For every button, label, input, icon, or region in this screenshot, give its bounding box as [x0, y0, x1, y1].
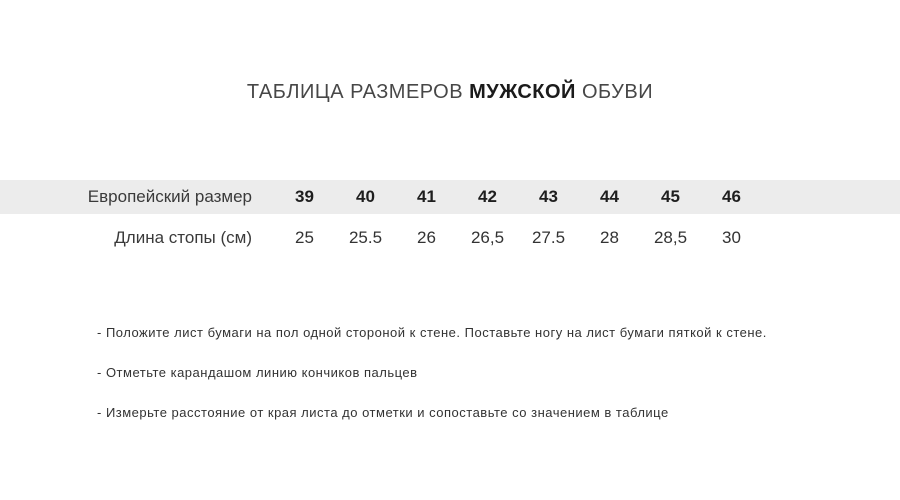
eu-size-row-label: Европейский размер	[0, 180, 274, 214]
row-filler	[762, 180, 900, 214]
foot-length-cell: 28	[579, 214, 640, 262]
instruction-line: - Положите лист бумаги на пол одной стор…	[97, 325, 767, 340]
title-prefix: ТАБЛИЦА РАЗМЕРОВ	[246, 81, 470, 103]
foot-length-cell: 26	[396, 214, 457, 262]
foot-length-cell: 30	[701, 214, 762, 262]
eu-size-cell: 40	[335, 180, 396, 214]
page-title: ТАБЛИЦА РАЗМЕРОВ МУЖСКОЙ ОБУВИ	[0, 0, 900, 104]
eu-size-cell: 44	[579, 180, 640, 214]
size-table: Европейский размер 39 40 41 42 43 44 45 …	[0, 180, 900, 262]
foot-length-cell: 25	[274, 214, 335, 262]
eu-size-cell: 39	[274, 180, 335, 214]
title-gender-bold: МУЖСКОЙ	[469, 81, 576, 103]
table-row-foot-length: Длина стопы (см) 25 25.5 26 26,5 27.5 28…	[0, 214, 900, 262]
eu-size-cell: 41	[396, 180, 457, 214]
eu-size-cell: 45	[640, 180, 701, 214]
eu-size-cell: 43	[518, 180, 579, 214]
eu-size-cell: 46	[701, 180, 762, 214]
measurement-instructions: - Положите лист бумаги на пол одной стор…	[97, 326, 900, 420]
foot-length-cell: 27.5	[518, 214, 579, 262]
row-filler	[762, 214, 900, 262]
instruction-line: - Измерьте расстояние от края листа до о…	[97, 405, 669, 420]
table-row-eu-size: Европейский размер 39 40 41 42 43 44 45 …	[0, 180, 900, 214]
title-suffix: ОБУВИ	[575, 81, 654, 103]
eu-size-cell: 42	[457, 180, 518, 214]
foot-length-cell: 25.5	[335, 214, 396, 262]
instruction-line: - Отметьте карандашом линию кончиков пал…	[97, 365, 418, 380]
foot-length-cell: 26,5	[457, 214, 518, 262]
foot-length-row-label: Длина стопы (см)	[0, 214, 274, 262]
foot-length-cell: 28,5	[640, 214, 701, 262]
